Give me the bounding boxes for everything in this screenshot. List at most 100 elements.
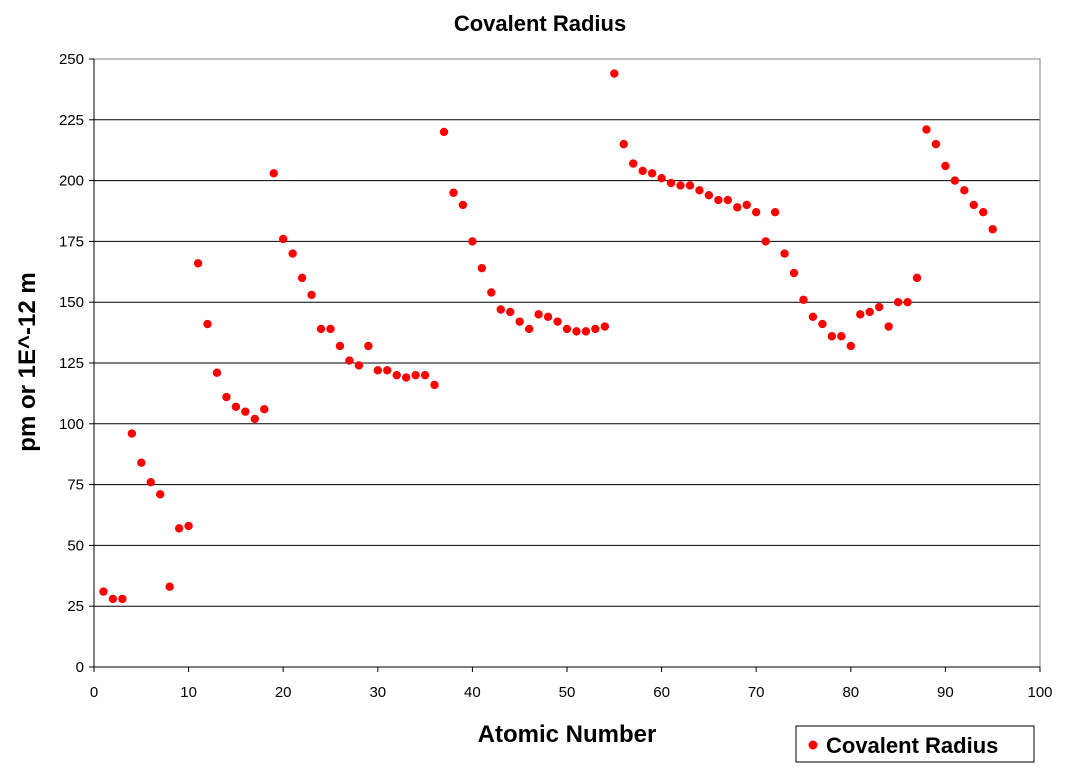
data-point (515, 317, 524, 326)
data-point (373, 366, 382, 375)
data-point (827, 332, 837, 341)
data-point (411, 370, 420, 380)
data-point (922, 125, 931, 134)
data-point (903, 298, 912, 307)
data-point (127, 429, 137, 438)
y-tick-label: 200 (59, 173, 84, 190)
x-tick-label: 70 (748, 684, 765, 701)
data-point (969, 200, 978, 210)
data-point (146, 477, 155, 487)
y-tick-label: 150 (59, 294, 84, 311)
x-tick-label: 20 (275, 684, 292, 701)
data-point (553, 317, 562, 326)
data-point (326, 324, 335, 334)
data-point (543, 312, 553, 321)
data-point (856, 310, 865, 319)
data-point (165, 582, 174, 591)
y-tick-label: 175 (59, 233, 84, 250)
data-point (950, 176, 960, 185)
data-point (496, 305, 505, 314)
data-point (752, 208, 761, 217)
data-point (742, 200, 751, 210)
data-point (458, 200, 468, 210)
y-tick-label: 125 (59, 355, 84, 372)
y-tick-label: 50 (67, 537, 84, 554)
tick-labels: 0 25 50 75 100 125 150 175 200 225 250 0 10 20 30 40 50 6… (59, 51, 1053, 701)
data-point (600, 322, 610, 331)
data-point (761, 237, 770, 246)
data-points (99, 69, 997, 604)
data-point (723, 195, 733, 205)
data-point (364, 341, 373, 351)
data-point (979, 208, 988, 217)
legend-box (795, 725, 1035, 763)
data-point (118, 594, 127, 604)
data-point (439, 127, 449, 137)
data-point (335, 341, 345, 351)
data-point (893, 298, 903, 307)
data-point (685, 181, 695, 190)
data-point (657, 173, 666, 183)
y-tick-label: 225 (59, 112, 84, 129)
legend-label: Covalent Radius (826, 733, 998, 758)
data-point (865, 307, 874, 317)
data-point (808, 312, 818, 321)
data-point (789, 268, 799, 278)
data-point (581, 327, 591, 336)
x-tick-label: 90 (937, 684, 954, 701)
y-axis-title: pm or 1E^-12 m (14, 272, 41, 451)
y-tick-label: 25 (67, 598, 84, 615)
data-point (506, 307, 515, 317)
data-point (988, 225, 997, 234)
legend-marker (808, 740, 818, 750)
data-point (562, 324, 572, 334)
data-point (420, 370, 430, 380)
data-point (345, 356, 354, 365)
data-point (137, 458, 146, 467)
data-point (354, 361, 364, 370)
data-point (884, 322, 893, 331)
data-point (401, 373, 411, 382)
data-point (279, 234, 288, 244)
x-tick-label: 80 (842, 684, 859, 701)
data-point (524, 324, 534, 334)
data-point (931, 139, 941, 149)
data-point (960, 186, 969, 195)
data-point (184, 521, 193, 531)
data-point (695, 186, 704, 195)
y-tick-label: 100 (59, 416, 84, 433)
chart-title: Covalent Radius (454, 11, 626, 36)
data-point (269, 169, 278, 178)
x-tick-label: 60 (653, 684, 670, 701)
x-tick-label: 40 (464, 684, 481, 701)
data-point (629, 159, 638, 168)
data-point (846, 341, 855, 351)
data-point (647, 169, 657, 178)
x-tick-label: 50 (559, 684, 576, 701)
data-point (203, 319, 212, 329)
data-point (666, 178, 676, 188)
data-point (193, 259, 203, 268)
data-point (316, 324, 326, 334)
data-point (733, 203, 742, 212)
data-point (638, 166, 647, 176)
data-point (477, 263, 487, 273)
data-point (174, 524, 184, 533)
x-tick-label: 100 (1027, 684, 1052, 701)
data-point (780, 249, 789, 258)
data-point (487, 288, 496, 297)
data-point (99, 587, 108, 596)
x-tick-label: 0 (90, 684, 98, 701)
data-point (108, 594, 118, 604)
data-point (799, 295, 808, 304)
legend: Covalent Radius (795, 725, 1035, 763)
data-point (837, 332, 846, 341)
data-point (297, 273, 307, 283)
data-point (572, 327, 581, 336)
data-point (610, 69, 619, 78)
data-point (874, 302, 884, 312)
data-point (250, 414, 260, 424)
data-point (156, 490, 165, 499)
x-axis-title: Atomic Number (478, 721, 657, 748)
